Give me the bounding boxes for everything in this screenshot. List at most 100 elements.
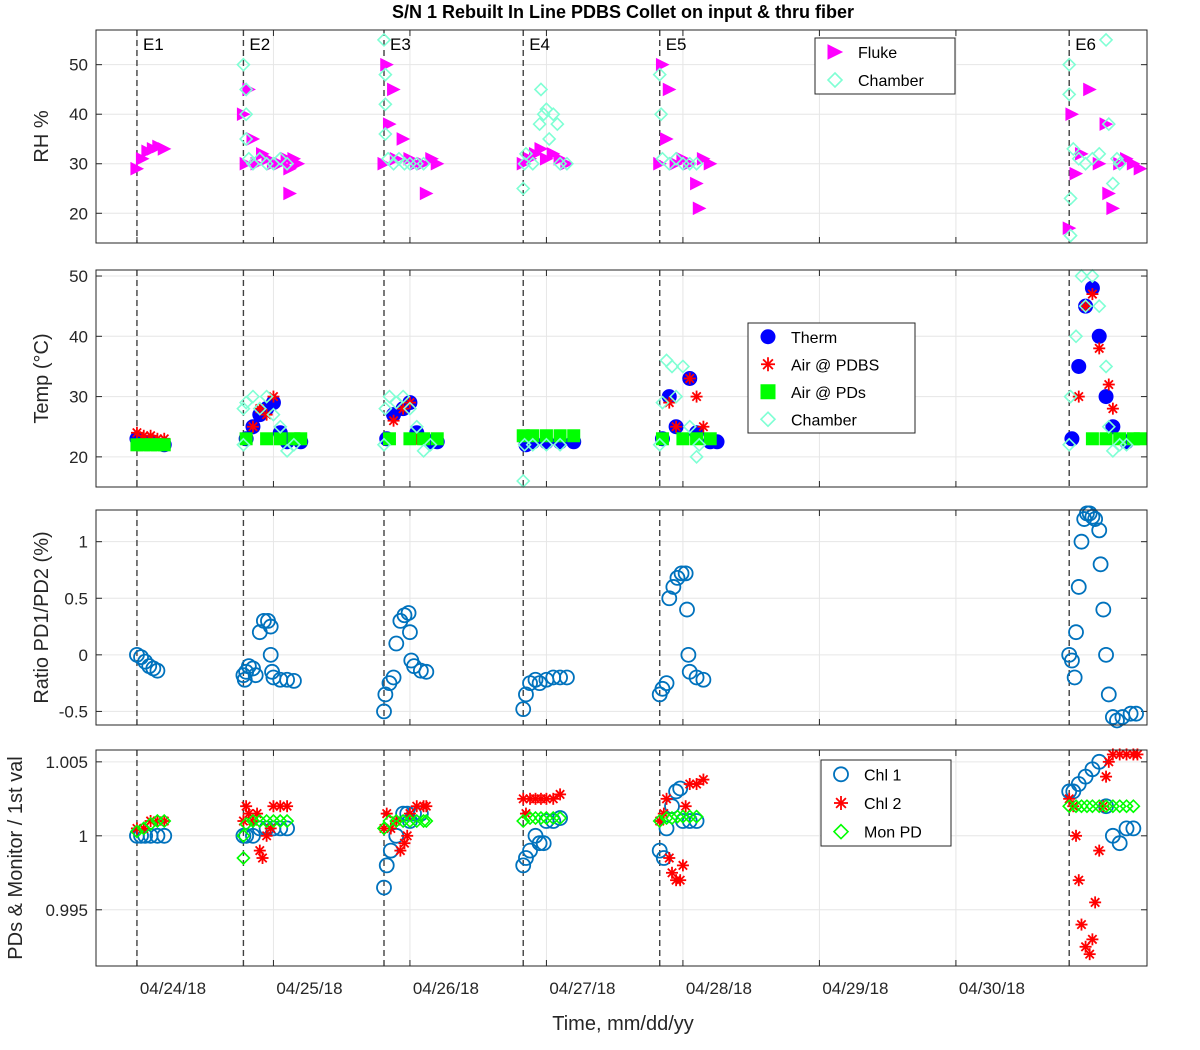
legend-label: Mon PD [864, 825, 922, 842]
y-tick-label: 0.5 [64, 589, 88, 608]
data-point [526, 429, 540, 443]
data-point [378, 67, 393, 82]
data-point [690, 432, 704, 446]
data-point [1070, 579, 1087, 595]
data-point [1071, 358, 1087, 374]
data-point-stroke [698, 774, 709, 785]
data-point [245, 660, 261, 677]
data-point [1064, 431, 1080, 447]
data-point-stroke [1073, 391, 1084, 402]
legend-label: Air @ PDBS [791, 357, 879, 374]
data-point [688, 669, 705, 686]
data-point [663, 852, 676, 864]
data-point [1085, 268, 1100, 284]
data-point [1101, 116, 1116, 132]
legend-marker [760, 329, 776, 345]
data-point [516, 156, 531, 171]
data-point [672, 780, 689, 797]
data-point [651, 842, 668, 859]
data-point [527, 671, 544, 688]
x-tick-label: 04/27/18 [549, 979, 615, 998]
axes-box [95, 749, 1148, 967]
data-point-stroke [265, 823, 276, 834]
data-point-stroke [698, 421, 709, 432]
data-point-stroke [1073, 875, 1084, 886]
data-point [1093, 844, 1106, 857]
data-point [525, 156, 540, 171]
data-point [539, 437, 554, 452]
data-point [1093, 342, 1106, 355]
data-point [668, 151, 684, 166]
data-point [378, 97, 393, 112]
data-point [528, 810, 543, 826]
data-point-stroke [282, 801, 292, 812]
data-point [533, 82, 549, 97]
data-point [682, 809, 697, 824]
data-point [682, 419, 697, 434]
data-point-stroke [667, 867, 677, 878]
data-point [662, 82, 677, 97]
data-point [1122, 705, 1139, 722]
data-point [378, 126, 393, 142]
data-point-stroke [555, 789, 565, 800]
legend-label: Fluke [858, 45, 897, 62]
data-point-stroke [680, 801, 691, 812]
data-point [396, 132, 411, 146]
data-point-stroke [1084, 949, 1095, 960]
y-axis-label: Temp (°C) [31, 333, 53, 423]
data-point [1092, 146, 1107, 161]
data-point [660, 132, 674, 146]
data-point [1118, 820, 1135, 837]
data-point [670, 420, 683, 433]
data-point [376, 879, 392, 896]
data-point [655, 432, 669, 446]
legend-marker [761, 357, 775, 372]
data-point [1091, 328, 1107, 344]
data-point [668, 783, 684, 800]
subplot-2: 20 30 40 50 Temp (°C) Therm Air @ PDBS Air @ PD… [31, 267, 1148, 489]
data-point [552, 669, 568, 686]
data-point [550, 116, 565, 132]
data-point [1092, 299, 1107, 314]
data-point [1102, 186, 1116, 201]
subplot-1: 20 30 40 50 E1 E2 E3 E4 E5 E6 RH % Fluke Chamber [31, 29, 1148, 244]
data-point [412, 662, 429, 679]
data-point [1064, 652, 1080, 669]
data-point [1133, 432, 1147, 446]
data-point [423, 437, 438, 452]
data-point [1062, 57, 1077, 72]
data-point [1099, 432, 1113, 446]
data-point [236, 828, 251, 843]
data-point [659, 810, 674, 826]
data-point-stroke [1098, 801, 1109, 812]
data-point [1112, 799, 1127, 814]
data-point [518, 146, 534, 161]
data-point [542, 131, 557, 147]
data-point [1074, 268, 1089, 284]
legend-label: Air @ PDs [791, 385, 866, 402]
data-point [690, 778, 703, 791]
event-label: E2 [249, 35, 270, 54]
data-point [259, 156, 274, 171]
data-point [692, 201, 707, 216]
plot-area [96, 270, 1147, 487]
data-point [386, 156, 401, 171]
data-point [403, 432, 417, 446]
data-point [264, 663, 280, 680]
data-point [1062, 799, 1077, 814]
data-point [260, 829, 273, 842]
data-point [377, 686, 394, 703]
data-point [283, 186, 297, 201]
data-point [130, 161, 145, 176]
data-point [661, 590, 678, 607]
data-point [655, 57, 670, 72]
data-point-stroke [254, 845, 265, 856]
x-tick-label: 04/24/18 [140, 979, 206, 998]
data-point [652, 813, 667, 829]
series-ratio [129, 505, 1144, 729]
data-point [1083, 948, 1096, 961]
y-tick-label: 50 [69, 267, 88, 286]
data-point [1066, 141, 1081, 157]
data-point [652, 67, 667, 82]
